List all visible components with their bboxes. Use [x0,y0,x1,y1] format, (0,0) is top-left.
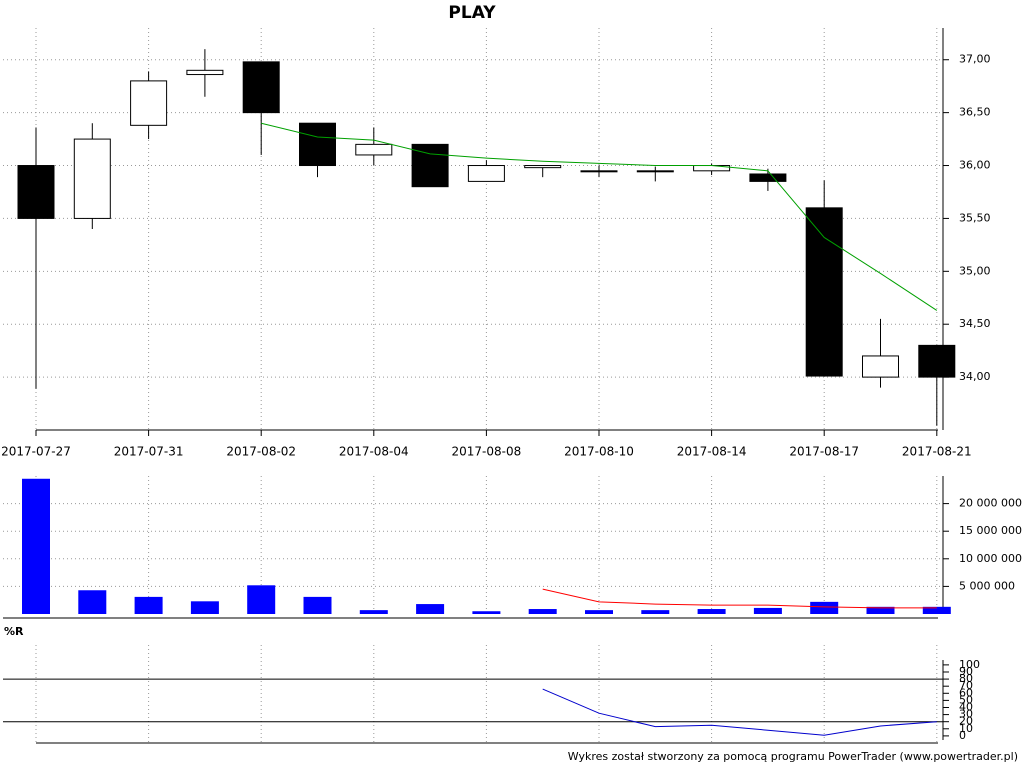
x-tick-label: 2017-08-14 [677,445,747,459]
candle-body [73,138,111,219]
y-tick-label: 10 000 000 [959,552,1022,565]
y-tick-label: 36,50 [959,106,991,119]
volume-bar [810,601,839,614]
volume-bar [753,607,782,614]
y-tick-label: 40 [959,700,973,713]
volume-bar [134,596,163,614]
candle-body [749,173,787,182]
y-tick-label: 5 000 000 [959,579,1015,592]
candle-body [17,165,55,219]
footer: Wykres został stworzony za pomocą progra… [568,750,1018,763]
y-tick-label: 35,50 [959,211,991,224]
panel-title: %R [4,625,24,638]
volume-bar [585,610,613,614]
y-tick-label: 20 [959,715,973,728]
line-series [542,688,937,736]
y-tick-label: 10 [959,722,973,735]
volume-bar [528,609,557,614]
candle-body [918,344,956,378]
x-tick-label: 2017-08-17 [789,445,859,459]
volume-bar [359,610,388,614]
volume-bar [247,585,276,614]
candle-body [130,80,168,126]
candle-body [524,165,562,169]
volume-bar [78,590,107,614]
line-series [542,588,937,609]
volume-bar [22,478,50,614]
y-tick-label: 36,00 [959,159,991,172]
y-tick-label: 80 [959,672,973,685]
volume-bar [866,606,895,614]
y-tick-label: 0 [959,729,966,742]
y-tick-label: 35,00 [959,264,991,277]
candle-body [862,355,899,378]
chart-title: PLAY [448,3,496,23]
candle-body [299,122,336,167]
volume-bar [922,606,951,614]
candle-body [467,165,505,182]
line-series [261,122,938,311]
y-tick-label: 60 [959,686,973,699]
x-tick-label: 2017-08-02 [226,445,296,459]
candle-body [242,61,280,114]
volume-bar [303,596,332,614]
volume-bar [697,609,726,614]
x-tick-label: 2017-07-27 [1,445,71,459]
y-tick-label: 37,00 [959,53,991,66]
volume-bar [416,604,445,614]
candle-body [636,170,674,173]
y-tick-label: 100 [959,658,980,671]
volume-bar [472,611,501,614]
volume-bar [190,601,219,614]
y-tick-label: 30 [959,708,973,721]
x-tick-label: 2017-08-04 [339,445,409,459]
x-tick-label: 2017-08-21 [902,445,972,459]
x-tick-label: 2017-08-08 [452,445,522,459]
x-tick-label: 2017-08-10 [564,445,634,459]
y-tick-label: 15 000 000 [959,524,1022,537]
y-tick-label: 34,50 [959,317,991,330]
candle-body [186,69,224,76]
candle-body [355,143,393,156]
volume-bar [641,610,670,614]
candle-body [805,207,843,377]
y-tick-label: 20 000 000 [959,497,1022,510]
y-tick-label: 70 [959,679,973,692]
y-tick-label: 50 [959,693,973,706]
x-tick-label: 2017-07-31 [114,445,184,459]
y-tick-label: 90 [959,665,973,678]
y-tick-label: 34,00 [959,370,991,383]
candle-body [580,170,618,173]
